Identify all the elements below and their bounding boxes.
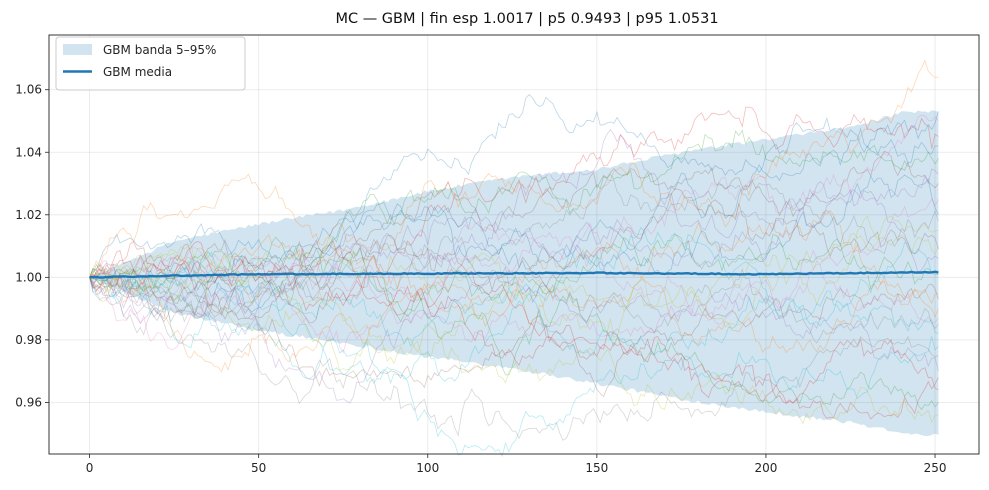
plot-frame	[48, 34, 980, 455]
simulated-path	[89, 128, 939, 319]
simulated-path	[89, 179, 939, 323]
simulated-path	[89, 274, 939, 398]
simulated-path	[89, 129, 939, 315]
y-tick-label: 0.96	[15, 395, 42, 409]
x-tick-label: 50	[251, 461, 266, 475]
simulated-path	[89, 174, 939, 313]
x-tick-label: 150	[585, 461, 608, 475]
x-tick-label: 0	[86, 461, 94, 475]
simulated-path	[89, 241, 939, 373]
simulated-path	[89, 215, 939, 338]
simulated-path	[89, 263, 939, 411]
simulated-paths	[89, 59, 939, 458]
legend-band-label: GBM banda 5–95%	[103, 43, 216, 57]
x-tick-label: 250	[924, 461, 947, 475]
simulated-path	[89, 242, 939, 384]
x-tick-label: 100	[416, 461, 439, 475]
simulated-path	[89, 239, 939, 344]
simulated-path	[89, 226, 939, 348]
simulated-path	[89, 198, 939, 354]
y-axis: 0.96 0.98 1.00 1.02 1.04 1.06	[15, 83, 49, 409]
y-tick-label: 1.02	[15, 208, 42, 222]
simulated-path	[89, 150, 939, 324]
simulated-path	[89, 189, 939, 324]
simulated-path	[89, 94, 939, 298]
x-tick-label: 200	[754, 461, 777, 475]
simulated-path	[89, 114, 939, 301]
chart-title: MC — GBM | fin esp 1.0017 | p5 0.9493 | …	[335, 11, 718, 27]
simulated-path	[89, 231, 939, 324]
legend-band-swatch	[63, 44, 92, 55]
simulated-path	[89, 265, 939, 404]
simulated-path	[89, 234, 939, 317]
simulated-path	[89, 259, 939, 420]
y-tick-label: 1.06	[15, 83, 42, 97]
mean-line	[89, 270, 939, 279]
y-tick-label: 0.98	[15, 333, 42, 347]
simulated-path	[89, 111, 939, 278]
legend-frame	[55, 36, 246, 91]
y-tick-label: 1.04	[15, 145, 42, 159]
simulated-path	[89, 266, 939, 425]
legend: GBM banda 5–95% GBM media	[55, 36, 246, 91]
mean-series	[89, 270, 939, 279]
simulated-path	[89, 59, 939, 278]
simulated-path	[89, 106, 939, 302]
simulated-path	[89, 276, 939, 458]
x-axis: 0 50 100 150 200 250	[86, 454, 947, 475]
simulated-path	[89, 209, 939, 328]
y-tick-label: 1.00	[15, 270, 42, 284]
simulated-path	[89, 275, 939, 441]
legend-mean-label: GBM media	[103, 65, 172, 79]
